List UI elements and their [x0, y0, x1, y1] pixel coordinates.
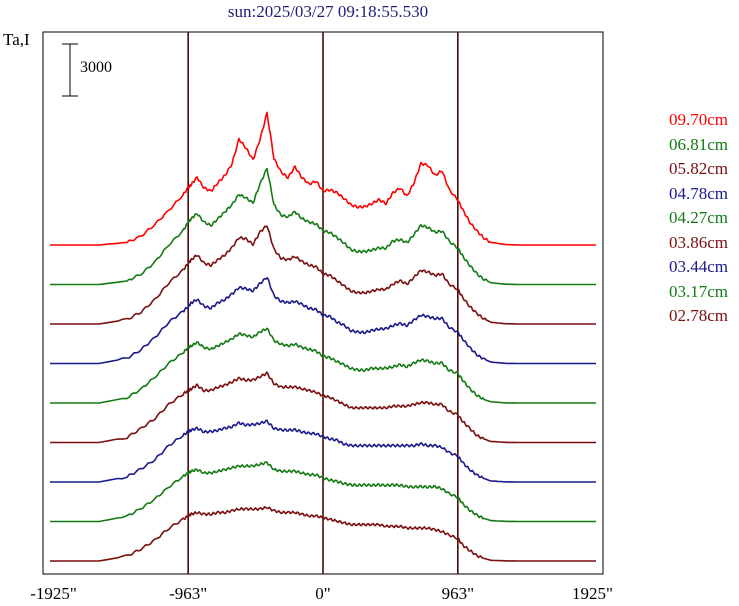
series-line-05.82cm	[50, 225, 596, 325]
series-line-04.78cm	[50, 276, 596, 365]
series-line-06.81cm	[50, 167, 596, 286]
y-axis-label: Ta,I	[3, 30, 30, 49]
chart-title: sun:2025/03/27 09:18:55.530	[227, 2, 429, 21]
legend-item: 05.82cm	[669, 159, 729, 178]
legend-item: 03.17cm	[669, 281, 729, 301]
series-line-03.44cm	[50, 419, 596, 483]
series-line-09.70cm	[50, 111, 596, 246]
legend-item: 03.86cm	[669, 232, 729, 252]
x-tick-label: 963"	[441, 584, 475, 603]
x-tick-label: -1925"	[30, 584, 77, 603]
scale-bar-label: 3000	[80, 59, 112, 76]
legend: 09.70cm 06.81cm 05.82cm 04.78cm 04.27cm …	[669, 108, 728, 329]
legend-item: 02.78cm	[669, 306, 729, 325]
series-line-03.17cm	[50, 460, 596, 523]
legend-item: 04.78cm	[669, 183, 729, 203]
x-tick-label: 0"	[315, 584, 331, 603]
legend-item: 06.81cm	[669, 134, 729, 154]
series-line-03.86cm	[50, 371, 596, 444]
x-tick-label: 1925"	[572, 584, 613, 603]
series-line-02.78cm	[50, 505, 596, 562]
legend-item: 04.27cm	[669, 208, 729, 227]
series-group	[50, 111, 596, 562]
scale-bar	[62, 43, 78, 97]
series-line-04.27cm	[50, 327, 596, 404]
vertical-markers	[187, 32, 459, 574]
legend-item: 03.44cm	[669, 257, 729, 276]
legend-item: 09.70cm	[669, 110, 729, 129]
x-tick-label: -963"	[169, 584, 208, 603]
